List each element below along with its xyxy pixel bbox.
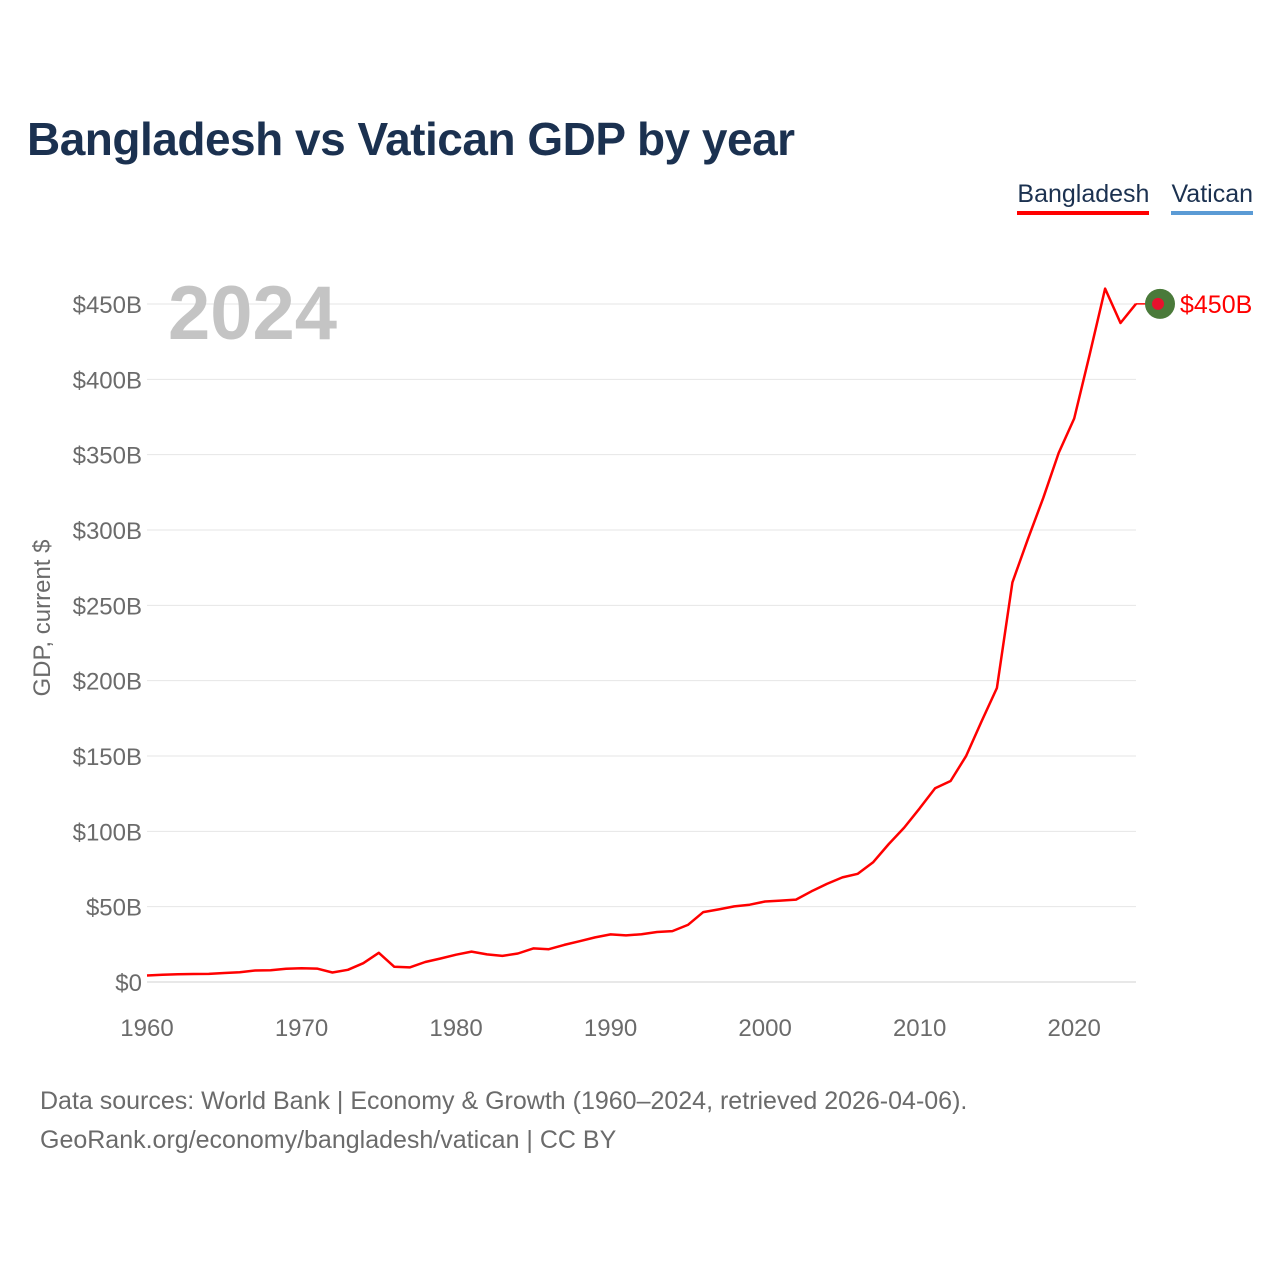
data-source-note: Data sources: World Bank | Economy & Gro… (40, 1087, 968, 1115)
y-tick-label: $100B (73, 819, 142, 846)
end-value-label: $450B (1180, 291, 1252, 319)
gridlines (147, 303, 1136, 983)
x-tick-label: 1970 (275, 1015, 328, 1042)
x-tick-label: 2010 (893, 1015, 946, 1042)
x-tick-label: 1980 (429, 1015, 482, 1042)
legend: Bangladesh Vatican (1017, 180, 1253, 215)
series-lines (146, 287, 1137, 977)
credit-note: GeoRank.org/economy/bangladesh/vatican |… (40, 1126, 617, 1154)
end-marker-dot (1152, 297, 1164, 310)
y-tick-label: $400B (73, 367, 142, 394)
footer: Data sources: World Bank | Economy & Gro… (40, 1082, 967, 1160)
y-tick-label: $0 (115, 970, 142, 997)
end-marker: $450B (1136, 288, 1252, 319)
page-title: Bangladesh vs Vatican GDP by year (27, 113, 795, 165)
legend-item-bangladesh[interactable]: Bangladesh (1017, 180, 1150, 215)
series-line-bangladesh (146, 287, 1137, 977)
y-tick-label: $450B (73, 292, 142, 319)
x-tick-label: 2020 (1047, 1015, 1100, 1042)
y-tick-label: $200B (73, 669, 142, 696)
y-axis-label: GDP, current $ (29, 540, 56, 697)
x-axis: 1960 1970 1980 1990 2000 2010 2020 (120, 1015, 1101, 1042)
y-tick-label: $250B (73, 593, 142, 620)
x-tick-label: 1960 (120, 1015, 173, 1042)
y-axis: $0 $50B $100B $150B $200B $250B $300B $350B $400… (73, 292, 142, 997)
y-tick-label: $350B (73, 443, 142, 470)
legend-item-vatican[interactable]: Vatican (1171, 180, 1253, 215)
x-tick-label: 1990 (584, 1015, 637, 1042)
x-tick-label: 2000 (738, 1015, 791, 1042)
y-tick-label: $150B (73, 744, 142, 771)
y-tick-label: $50B (86, 895, 142, 922)
y-tick-label: $300B (73, 518, 142, 545)
year-watermark: 2024 (168, 271, 337, 356)
